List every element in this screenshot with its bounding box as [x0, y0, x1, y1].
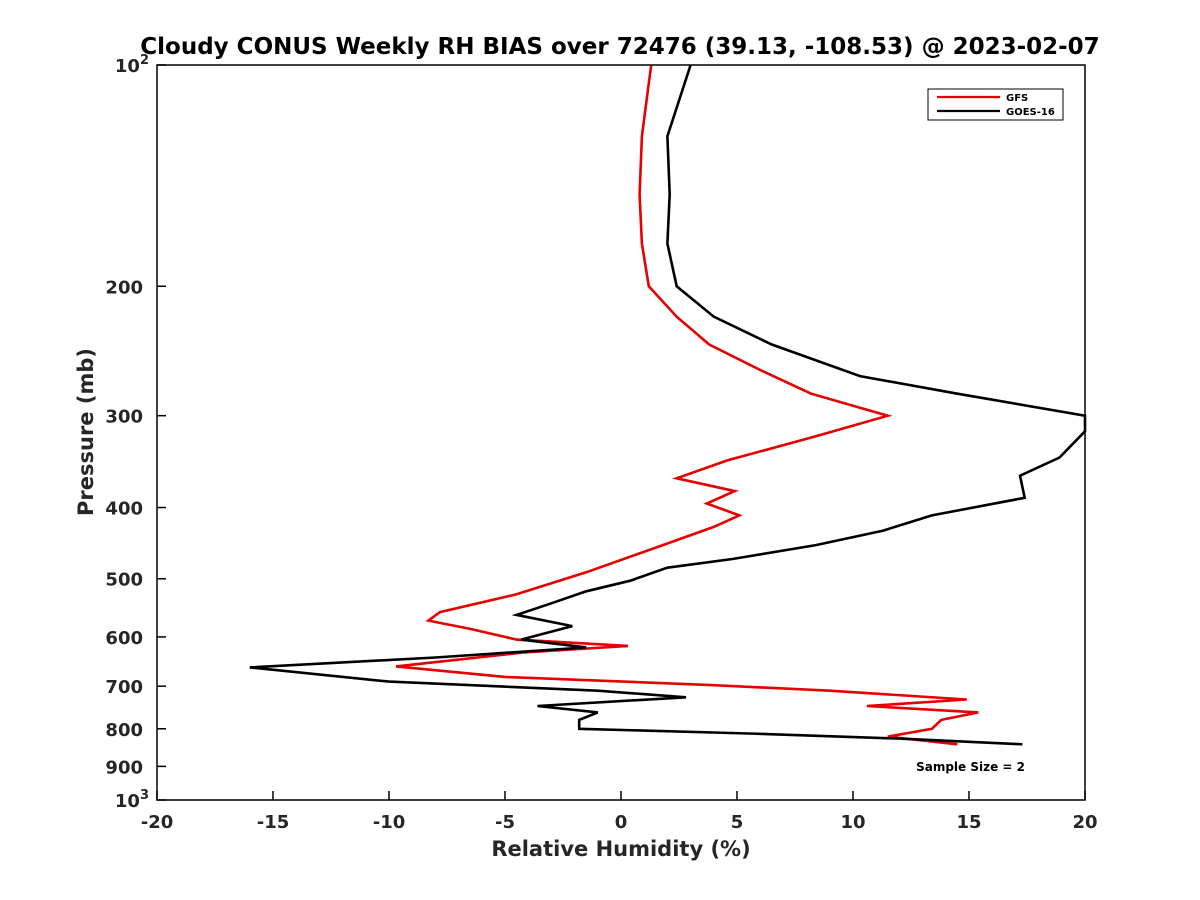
x-axis: -20 -15 -10 -5 0 5 10 15 20: [141, 791, 1098, 833]
y-tick-label: 103: [115, 788, 149, 812]
y-tick-label: 200: [105, 277, 143, 298]
y-tick-label: 900: [105, 757, 143, 778]
y-axis-label: Pressure (mb): [74, 348, 98, 516]
y-tick-label: 500: [105, 570, 143, 591]
x-tick-label: -15: [257, 812, 290, 833]
x-tick-label: -10: [373, 812, 406, 833]
series-layer: [249, 64, 1087, 746]
x-tick-label: -5: [495, 812, 515, 833]
chart-title: Cloudy CONUS Weekly RH BIAS over 72476 (…: [140, 34, 1099, 60]
series-line-gfs: [395, 64, 979, 746]
x-tick-label: 5: [731, 812, 744, 833]
legend: GFS GOES-16: [927, 88, 1064, 121]
x-axis-label: Relative Humidity (%): [491, 837, 750, 861]
x-tick-label: 0: [615, 812, 628, 833]
x-tick-label: -20: [141, 812, 174, 833]
plot-frame: [156, 64, 1086, 801]
y-tick-label: 300: [105, 407, 143, 428]
x-tick-label: 20: [1072, 812, 1097, 833]
legend-box: [927, 88, 1064, 121]
x-tick-label: 10: [840, 812, 865, 833]
series-line-goes-16: [249, 64, 1087, 746]
legend-label-goes-16: GOES-16: [1006, 107, 1055, 118]
legend-label-gfs: GFS: [1006, 93, 1028, 104]
y-tick-label: 700: [105, 677, 143, 698]
y-tick-label: 800: [105, 720, 143, 741]
y-tick-label: 600: [105, 628, 143, 649]
y-tick-label: 102: [115, 53, 149, 77]
y-axis: 102 200 300 400 500 600 700 800 900 103: [105, 53, 166, 812]
x-tick-label: 15: [956, 812, 981, 833]
y-tick-label: 400: [105, 499, 143, 520]
sample-size-annotation: Sample Size = 2: [916, 760, 1025, 774]
